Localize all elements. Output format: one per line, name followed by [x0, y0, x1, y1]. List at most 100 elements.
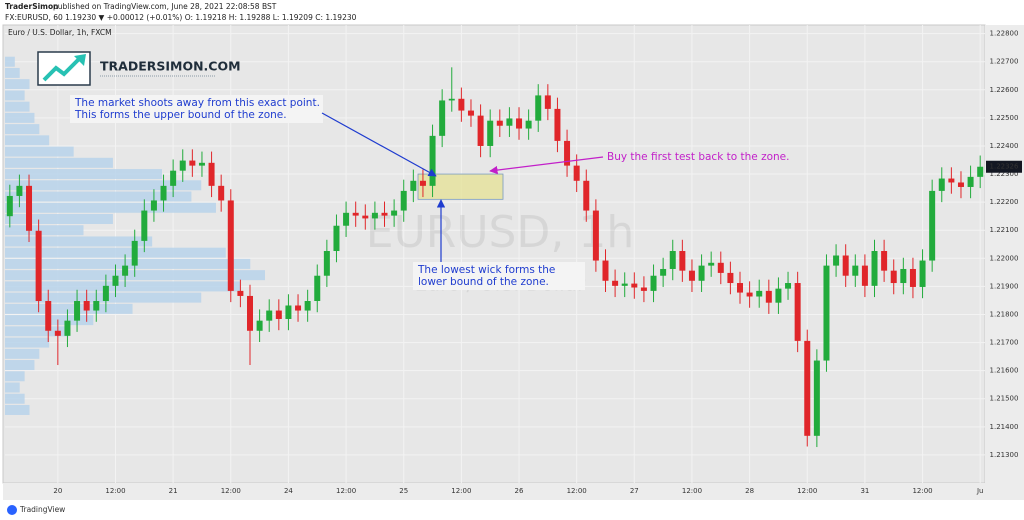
- candle-body: [948, 178, 955, 183]
- candle-body: [804, 340, 811, 436]
- publisher: TraderSimon: [5, 2, 59, 11]
- candle-body: [746, 292, 753, 297]
- candle-body: [74, 301, 81, 321]
- candle-body: [688, 270, 695, 281]
- candle-body: [602, 260, 609, 281]
- last-price-box: [986, 160, 1022, 173]
- candle-body: [592, 210, 599, 261]
- candle-body: [83, 301, 90, 311]
- x-tick-label: 28: [745, 487, 754, 495]
- volume-bar: [5, 90, 25, 101]
- candle-body: [35, 230, 42, 301]
- candle-body: [275, 310, 282, 319]
- last-price-label: 1.22326: [990, 163, 1019, 171]
- footer-logo: [7, 505, 17, 515]
- time-axis-bg: [3, 483, 1024, 500]
- candle-body: [439, 100, 446, 136]
- candle-body: [371, 212, 378, 219]
- annotation-arrow: [489, 156, 604, 175]
- volume-bar: [5, 67, 20, 78]
- volume-bar: [5, 101, 30, 112]
- candle-body: [573, 165, 580, 181]
- candle-body: [6, 195, 13, 217]
- volume-bar: [5, 258, 251, 269]
- candle-body: [554, 108, 561, 141]
- y-tick-label: 1.22700: [990, 58, 1019, 66]
- y-tick-label: 1.21800: [990, 310, 1019, 318]
- candle-body: [102, 285, 109, 301]
- candle-body: [419, 180, 426, 186]
- candle-body: [737, 283, 743, 293]
- x-tick-label: Ju: [976, 487, 984, 495]
- candle-body: [256, 320, 263, 331]
- x-tick-label: 31: [860, 487, 869, 495]
- candle-body: [823, 265, 830, 361]
- candle-body: [967, 176, 974, 187]
- candle-body: [890, 270, 897, 284]
- volume-bar: [5, 348, 40, 359]
- candle-body: [266, 310, 273, 321]
- footer: TradingView: [7, 505, 65, 515]
- candle-body: [525, 120, 532, 129]
- candle-body: [621, 283, 628, 286]
- volume-bar: [5, 247, 226, 258]
- candle-body: [919, 260, 926, 287]
- logo-arrowhead: [74, 54, 86, 66]
- candle-body: [900, 268, 907, 284]
- volume-bar: [5, 146, 74, 157]
- candle-body: [813, 360, 820, 436]
- candle-body: [660, 268, 667, 276]
- candle-body: [304, 301, 311, 311]
- candle-body: [141, 210, 148, 241]
- candle-body: [400, 190, 407, 211]
- candle-body: [756, 290, 763, 297]
- y-tick-label: 1.22000: [990, 254, 1019, 262]
- x-tick-label: 12:00: [797, 487, 817, 495]
- volume-bar: [5, 180, 202, 191]
- candle-body: [323, 251, 330, 276]
- x-tick-label: 12:00: [105, 487, 125, 495]
- candle-body: [698, 265, 705, 281]
- candles: [6, 67, 984, 448]
- candle-body: [362, 215, 369, 219]
- annotation-arrow: [321, 112, 437, 177]
- volume-bar: [5, 371, 25, 382]
- published: published on TradingView.com, June 28, 2…: [53, 2, 277, 11]
- candle-body: [727, 272, 734, 284]
- candle-body: [26, 185, 33, 231]
- candle-body: [391, 210, 398, 216]
- y-tick-label: 1.21900: [990, 282, 1019, 290]
- x-tick-label: 25: [399, 487, 408, 495]
- candle-body: [669, 251, 676, 269]
- volume-bar: [5, 135, 50, 146]
- x-tick-label: 12:00: [221, 487, 241, 495]
- candle-body: [506, 118, 513, 126]
- logo: TRADERSIMON.COM: [37, 51, 241, 86]
- candle-body: [170, 170, 177, 186]
- candle-body: [285, 305, 292, 319]
- candle-body: [852, 265, 859, 276]
- watermark: EURUSD, 1h: [366, 207, 634, 258]
- candle-body: [64, 320, 71, 336]
- candle-body: [775, 288, 782, 303]
- x-tick-label: 26: [515, 487, 524, 495]
- candle-body: [765, 290, 772, 303]
- candle-body: [93, 301, 100, 311]
- candle-body: [861, 265, 868, 286]
- pane-title: Euro / U.S. Dollar, 1h, FXCM: [8, 28, 112, 37]
- x-tick-label: 21: [169, 487, 178, 495]
- annotation-text: The market shoots away from this exact p…: [74, 97, 320, 109]
- annotation-text: Buy the first test back to the zone.: [607, 151, 789, 163]
- volume-bar: [5, 236, 153, 247]
- y-tick-label: 1.22300: [990, 170, 1019, 178]
- candle-body: [247, 295, 253, 331]
- volume-bar: [5, 337, 50, 348]
- x-tick-label: 12:00: [912, 487, 932, 495]
- candle-body: [112, 275, 119, 286]
- x-tick-label: 20: [53, 487, 62, 495]
- candle-body: [295, 305, 302, 311]
- price-axis-bg: [985, 25, 1024, 483]
- candle-body: [429, 135, 436, 186]
- candle-body: [640, 287, 647, 291]
- candle-body: [45, 301, 52, 331]
